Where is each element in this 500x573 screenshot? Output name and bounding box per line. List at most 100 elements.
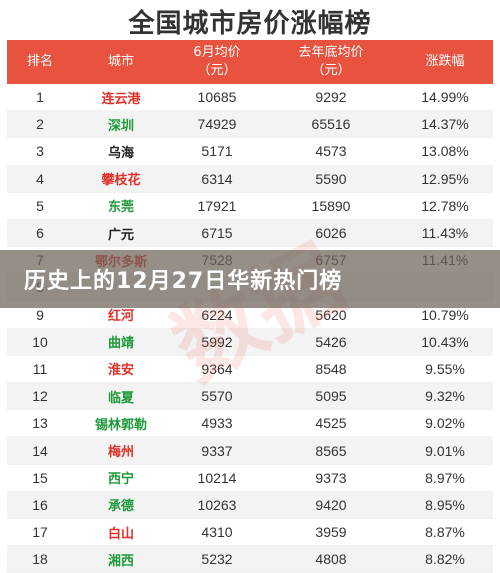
change-cell: 9.02% [397,409,493,438]
june-price-cell: 5232 [169,545,265,573]
last-year-price-cell: 3959 [265,518,397,547]
table-row: 18 湘西 5232 4808 8.82% [7,545,493,573]
june-price-cell: 10685 [169,84,265,112]
table-row: 1 连云港 10685 9292 14.99% [7,84,493,112]
june-price-cell: 5570 [169,382,265,411]
table-row: 16 承德 10263 9420 8.95% [7,491,493,520]
last-year-price-cell: 65516 [265,110,397,139]
june-price-cell: 74929 [169,110,265,139]
last-year-price-cell: 4808 [265,545,397,573]
rank-cell: 4 [7,165,73,193]
change-cell: 8.87% [397,518,493,547]
change-cell: 8.97% [397,464,493,492]
june-price-cell: 6314 [169,165,265,193]
header-rank: 排名 [7,40,73,84]
june-price-cell: 17921 [169,192,265,220]
last-year-price-cell: 15890 [265,192,397,220]
city-cell: 攀枝花 [73,165,169,193]
rank-cell: 2 [7,110,73,139]
city-cell: 锡林郭勒 [73,409,169,438]
change-cell: 11.43% [397,219,493,248]
change-cell: 13.08% [397,137,493,166]
rank-cell: 5 [7,192,73,220]
headline-text: 历史上的12月27日华新热门榜 [24,269,343,294]
table-row: 2 深圳 74929 65516 14.37% [7,110,493,139]
june-price-cell: 6715 [169,219,265,248]
table-row: 10 曲靖 5992 5426 10.43% [7,328,493,356]
june-price-cell: 10263 [169,491,265,520]
last-year-price-cell: 4525 [265,409,397,438]
city-cell: 乌海 [73,137,169,166]
rank-cell: 11 [7,355,73,384]
header-last-year-price: 去年底均价 （元） [265,40,397,84]
june-price-cell: 9364 [169,355,265,384]
change-cell: 12.78% [397,192,493,220]
change-cell: 10.43% [397,328,493,356]
table-row: 12 临夏 5570 5095 9.32% [7,382,493,411]
change-cell: 8.82% [397,545,493,573]
header-june-price-line2: （元） [197,63,237,78]
rank-cell: 15 [7,464,73,492]
rank-cell: 1 [7,84,73,112]
change-cell: 9.01% [397,436,493,465]
last-year-price-cell: 4573 [265,137,397,166]
header-june-price: 6月均价 （元） [169,40,265,84]
last-year-price-cell: 8565 [265,436,397,465]
header-last-year-line2: （元） [311,63,351,78]
city-cell: 西宁 [73,464,169,492]
rank-cell: 17 [7,518,73,547]
table-row: 17 白山 4310 3959 8.87% [7,518,493,547]
change-cell: 9.32% [397,382,493,411]
table-row: 3 乌海 5171 4573 13.08% [7,137,493,166]
city-cell: 白山 [73,518,169,547]
table-row: 11 淮安 9364 8548 9.55% [7,355,493,384]
last-year-price-cell: 9292 [265,84,397,112]
last-year-price-cell: 9420 [265,491,397,520]
city-cell: 临夏 [73,382,169,411]
last-year-price-cell: 9373 [265,464,397,492]
last-year-price-cell: 5590 [265,165,397,193]
rank-cell: 12 [7,382,73,411]
change-cell: 12.95% [397,165,493,193]
header-change: 涨跌幅 [397,40,493,84]
change-cell: 14.37% [397,110,493,139]
last-year-price-cell: 6026 [265,219,397,248]
header-city: 城市 [73,40,169,84]
headline-banner[interactable]: 历史上的12月27日华新热门榜 [0,250,500,308]
table-row: 6 广元 6715 6026 11.43% [7,219,493,248]
rank-cell: 13 [7,409,73,438]
table-row: 14 梅州 9337 8565 9.01% [7,436,493,465]
rank-cell: 3 [7,137,73,166]
last-year-price-cell: 5095 [265,382,397,411]
june-price-cell: 4933 [169,409,265,438]
rank-cell: 6 [7,219,73,248]
city-cell: 湘西 [73,545,169,573]
june-price-cell: 4310 [169,518,265,547]
table-row: 15 西宁 10214 9373 8.97% [7,464,493,492]
city-cell: 深圳 [73,110,169,139]
table-row: 4 攀枝花 6314 5590 12.95% [7,165,493,193]
header-last-year-line1: 去年底均价 [298,45,364,60]
change-cell: 9.55% [397,355,493,384]
city-cell: 梅州 [73,436,169,465]
last-year-price-cell: 5426 [265,328,397,356]
table-row: 5 东莞 17921 15890 12.78% [7,192,493,220]
table-header-row: 排名 城市 6月均价 （元） 去年底均价 （元） 涨跌幅 [7,40,493,84]
rank-cell: 18 [7,545,73,573]
rank-cell: 14 [7,436,73,465]
rank-cell: 16 [7,491,73,520]
rank-cell: 10 [7,328,73,356]
city-cell: 连云港 [73,84,169,112]
last-year-price-cell: 8548 [265,355,397,384]
change-cell: 8.95% [397,491,493,520]
table-body: 1 连云港 10685 9292 14.99% 2 深圳 74929 65516 14.37% 3 乌… [7,84,493,573]
page-title: 全国城市房价涨幅榜 [128,8,372,39]
city-cell: 广元 [73,219,169,248]
june-price-cell: 10214 [169,464,265,492]
city-cell: 承德 [73,491,169,520]
header-june-price-line1: 6月均价 [193,45,241,60]
city-cell: 淮安 [73,355,169,384]
city-cell: 东莞 [73,192,169,220]
change-cell: 14.99% [397,84,493,112]
city-cell: 曲靖 [73,328,169,356]
